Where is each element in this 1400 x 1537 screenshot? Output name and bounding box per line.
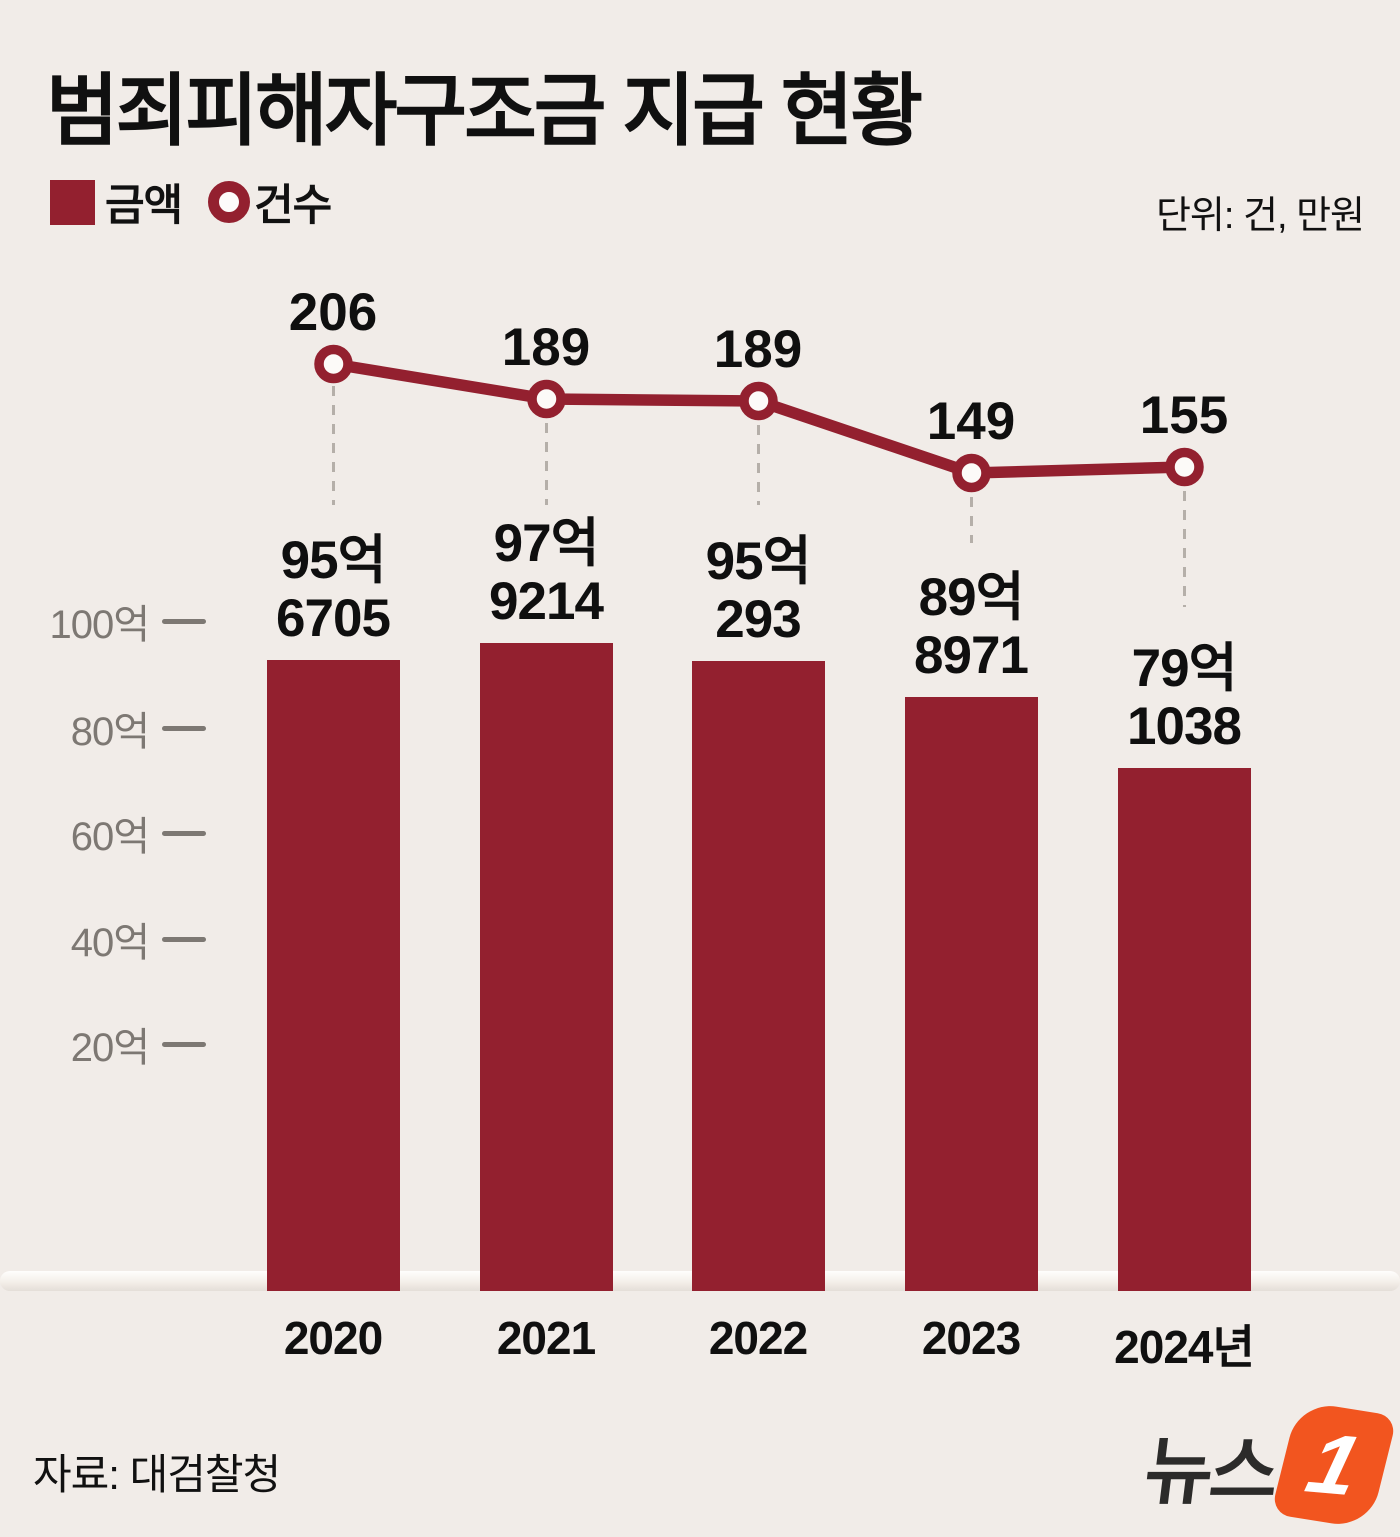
unit-note: 단위: 건, 만원 [1155,195,1365,237]
bar-2021 [480,643,613,1291]
bar-value-2023: 89억 8971 [861,569,1081,685]
count-line-markers [314,344,1204,493]
x-axis-label-2021: 2021 [496,1312,596,1364]
y-axis-label-40: 40억 [70,921,150,965]
count-legend-ring-icon [208,181,251,223]
bar-value-2023-line1: 89억 [918,568,1025,627]
bar-value-2020: 95억 6705 [223,532,443,648]
count-label-2023: 149 [926,392,1016,451]
y-axis-tick-mark [162,618,206,624]
count-label-2022: 189 [713,320,803,379]
bar-2022 [692,661,825,1291]
amount-legend-swatch-icon [50,179,95,225]
bar-value-2022: 95억 293 [648,533,868,649]
bar-value-2024-line2: 1038 [1127,697,1242,756]
y-axis-tick-20: 20억 [0,1021,206,1070]
count-label-2020: 206 [288,283,378,342]
bar-2020 [267,660,400,1291]
x-axis-label-2023: 2023 [921,1312,1021,1364]
marker-2024 [1165,447,1204,487]
y-axis-tick-mark [162,830,206,836]
bar-value-2023-line2: 8971 [914,626,1029,685]
bar-value-2021: 97억 9214 [436,515,656,631]
x-axis-label-2024: 2024년 [1114,1321,1255,1373]
y-axis-tick-mark [162,725,206,731]
guide-dashed-lines [332,386,1186,607]
bar-value-2022-line1: 95억 [705,532,812,591]
y-axis-label-80: 80억 [70,710,150,754]
y-axis-label-100: 100억 [49,603,150,647]
bar-value-2021-line2: 9214 [489,572,604,631]
x-axis-label-2022: 2022 [708,1312,808,1364]
source-credit: 자료: 대검찰청 [33,1451,281,1498]
count-label-2024: 155 [1139,386,1229,445]
legend-amount-label: 금액 [105,182,183,230]
bar-value-2020-line2: 6705 [276,589,391,648]
y-axis-tick-mark [162,936,206,942]
marker-2022 [739,381,778,421]
marker-2021 [527,379,566,419]
x-axis-label-2020: 2020 [283,1312,383,1364]
y-axis-tick-40: 40억 [0,916,206,965]
legend: 금액 건수 [50,178,332,230]
y-axis-tick-mark [162,1041,206,1047]
bar-value-2021-line1: 97억 [493,514,600,573]
y-axis-label-20: 20억 [70,1026,150,1070]
y-axis-tick-80: 80억 [0,705,206,754]
bar-value-2024-line1: 79억 [1131,639,1238,698]
count-label-2021: 189 [501,318,591,377]
bar-value-2024: 79억 1038 [1074,640,1294,756]
bar-2024 [1118,768,1251,1291]
y-axis-tick-60: 60억 [0,810,206,859]
bar-2023 [905,697,1038,1291]
y-axis-label-60: 60억 [70,815,150,859]
marker-2023 [952,453,991,493]
bar-value-2020-line1: 95억 [280,531,387,590]
y-axis-tick-100: 100억 [0,598,206,647]
legend-count-label: 건수 [254,182,332,230]
page-title: 범죄피해자구조금 지급 현황 [46,66,923,155]
marker-2020 [314,344,353,384]
bar-value-2022-line2: 293 [715,590,801,649]
